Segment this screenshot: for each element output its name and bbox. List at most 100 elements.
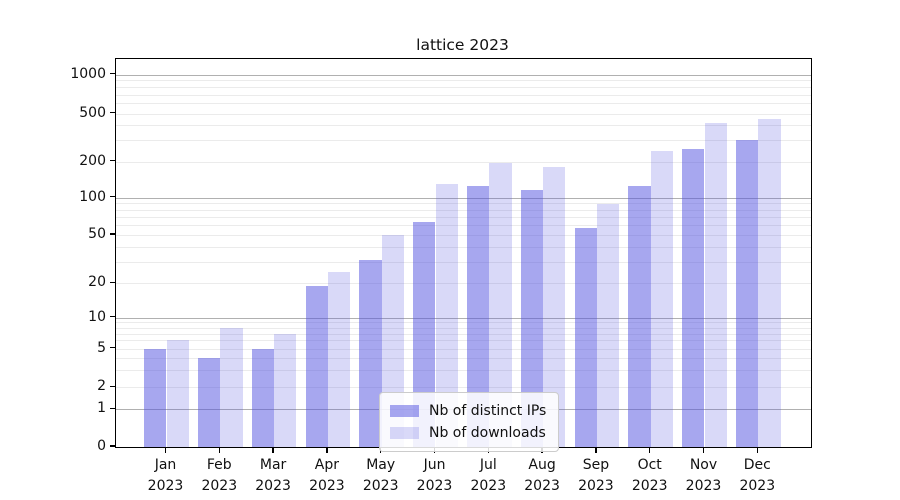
bar-distinct-ips-dec	[736, 140, 759, 447]
gridline-minor	[116, 234, 811, 236]
x-tick-label-year: 2023	[362, 478, 399, 494]
x-tick-label-year: 2023	[578, 478, 614, 494]
gridline-minor	[116, 327, 811, 329]
bar-distinct-ips-may	[359, 260, 382, 447]
gridline-minor	[116, 357, 811, 359]
gridline-minor	[116, 103, 811, 105]
y-tick-label: 1	[97, 400, 106, 417]
x-tick-label: Mar 2023	[243, 455, 303, 497]
y-tick-label: 100	[79, 188, 106, 205]
gridline-minor	[116, 370, 811, 372]
y-tick-label: 50	[88, 225, 106, 242]
gridline-major	[116, 74, 811, 76]
bar-downloads-jul	[489, 163, 512, 447]
bar-distinct-ips-nov	[682, 148, 705, 447]
gridline-minor	[116, 140, 811, 142]
bar-downloads-feb	[220, 327, 243, 447]
y-tick-label: 2	[97, 378, 106, 395]
x-tick-label: Feb 2023	[189, 455, 249, 497]
bar-downloads-jun	[435, 183, 458, 447]
x-tick-label-year: 2023	[255, 478, 291, 494]
gridline-minor	[116, 283, 811, 285]
x-tick-label-month: Mar	[259, 457, 287, 473]
y-tick-label: 0	[97, 438, 106, 454]
gridline-minor	[116, 348, 811, 350]
x-tick-label-month: Aug	[528, 457, 556, 473]
x-tick-label-month: Oct	[637, 457, 662, 473]
y-tick-mark	[110, 281, 115, 284]
gridline-minor	[116, 94, 811, 96]
x-tick-mark	[272, 447, 274, 453]
x-tick-label: May 2023	[351, 455, 411, 497]
y-tick-mark	[110, 111, 115, 114]
y-tick-mark	[110, 346, 115, 349]
x-tick-label-year: 2023	[524, 478, 560, 494]
y-tick-mark	[110, 233, 115, 235]
legend: Nb of distinct IPs Nb of downloads	[379, 392, 560, 452]
y-tick-label: 20	[88, 274, 106, 291]
x-tick-label-year: 2023	[739, 478, 776, 494]
bar-distinct-ips-mar	[251, 348, 275, 447]
x-tick-label-year: 2023	[416, 478, 453, 494]
x-tick-label-month: May	[366, 457, 396, 473]
x-tick-mark	[218, 447, 221, 453]
x-tick-mark	[756, 447, 759, 453]
gridline-minor	[116, 203, 811, 205]
legend-label-downloads: Nb of downloads	[429, 425, 546, 441]
gridline-minor	[116, 261, 811, 263]
gridline-minor	[116, 225, 811, 227]
bar-downloads-aug	[543, 167, 566, 447]
gridline-minor	[116, 333, 811, 335]
bar-distinct-ips-jul	[467, 186, 490, 447]
x-tick-label: Sep 2023	[566, 455, 626, 497]
gridline-minor	[116, 216, 811, 218]
x-tick-label-month: Nov	[689, 457, 718, 473]
x-tick-label: Dec 2023	[727, 455, 787, 497]
x-tick-label-year: 2023	[309, 478, 345, 494]
x-tick-label-month: Sep	[582, 457, 610, 473]
x-tick-mark	[648, 447, 651, 453]
x-tick-mark	[326, 447, 328, 453]
x-tick-label-year: 2023	[685, 478, 722, 494]
x-tick-label-month: Jun	[423, 457, 446, 473]
x-tick-label: Jan 2023	[136, 455, 196, 497]
bar-distinct-ips-aug	[520, 190, 544, 447]
gridline-major	[116, 317, 811, 319]
x-tick-label: Jun 2023	[405, 455, 465, 497]
bar-distinct-ips-sep	[574, 227, 597, 447]
gridline-minor	[116, 246, 811, 248]
legend-row-downloads: Nb of downloads	[390, 422, 546, 444]
gridline-minor	[116, 209, 811, 211]
gridline-minor	[116, 113, 811, 115]
legend-swatch-distinct-ips	[390, 405, 419, 417]
gridline-minor	[116, 322, 811, 324]
bar-downloads-dec	[758, 119, 781, 447]
y-tick-label: 200	[79, 152, 106, 169]
bar-downloads-nov	[704, 123, 727, 447]
x-tick-label: Apr 2023	[297, 455, 357, 497]
bar-distinct-ips-feb	[198, 357, 221, 447]
y-tick-mark	[110, 445, 115, 447]
bar-downloads-apr	[327, 271, 351, 447]
y-tick-mark	[110, 195, 115, 198]
x-tick-mark	[164, 447, 167, 453]
gridline-minor	[116, 387, 811, 389]
legend-row-distinct-ips: Nb of distinct IPs	[390, 400, 546, 422]
chart-title: lattice 2023	[416, 36, 509, 54]
y-tick-label: 1000	[70, 65, 106, 82]
gridline-minor	[116, 161, 811, 163]
gridline-major	[116, 197, 811, 199]
x-tick-label-month: Apr	[314, 457, 339, 473]
y-tick-mark	[110, 315, 115, 318]
x-tick-label-month: Jul	[479, 457, 497, 473]
bar-downloads-oct	[650, 151, 673, 447]
x-tick-label-year: 2023	[201, 478, 238, 494]
plot-area: Nb of distinct IPs Nb of downloads	[115, 58, 812, 452]
bar-distinct-ips-oct	[628, 186, 651, 447]
x-tick-mark	[595, 447, 597, 453]
y-tick-mark	[110, 407, 115, 410]
x-tick-label-year: 2023	[470, 478, 507, 494]
y-tick-label: 5	[97, 339, 106, 356]
x-tick-label-year: 2023	[631, 478, 668, 494]
